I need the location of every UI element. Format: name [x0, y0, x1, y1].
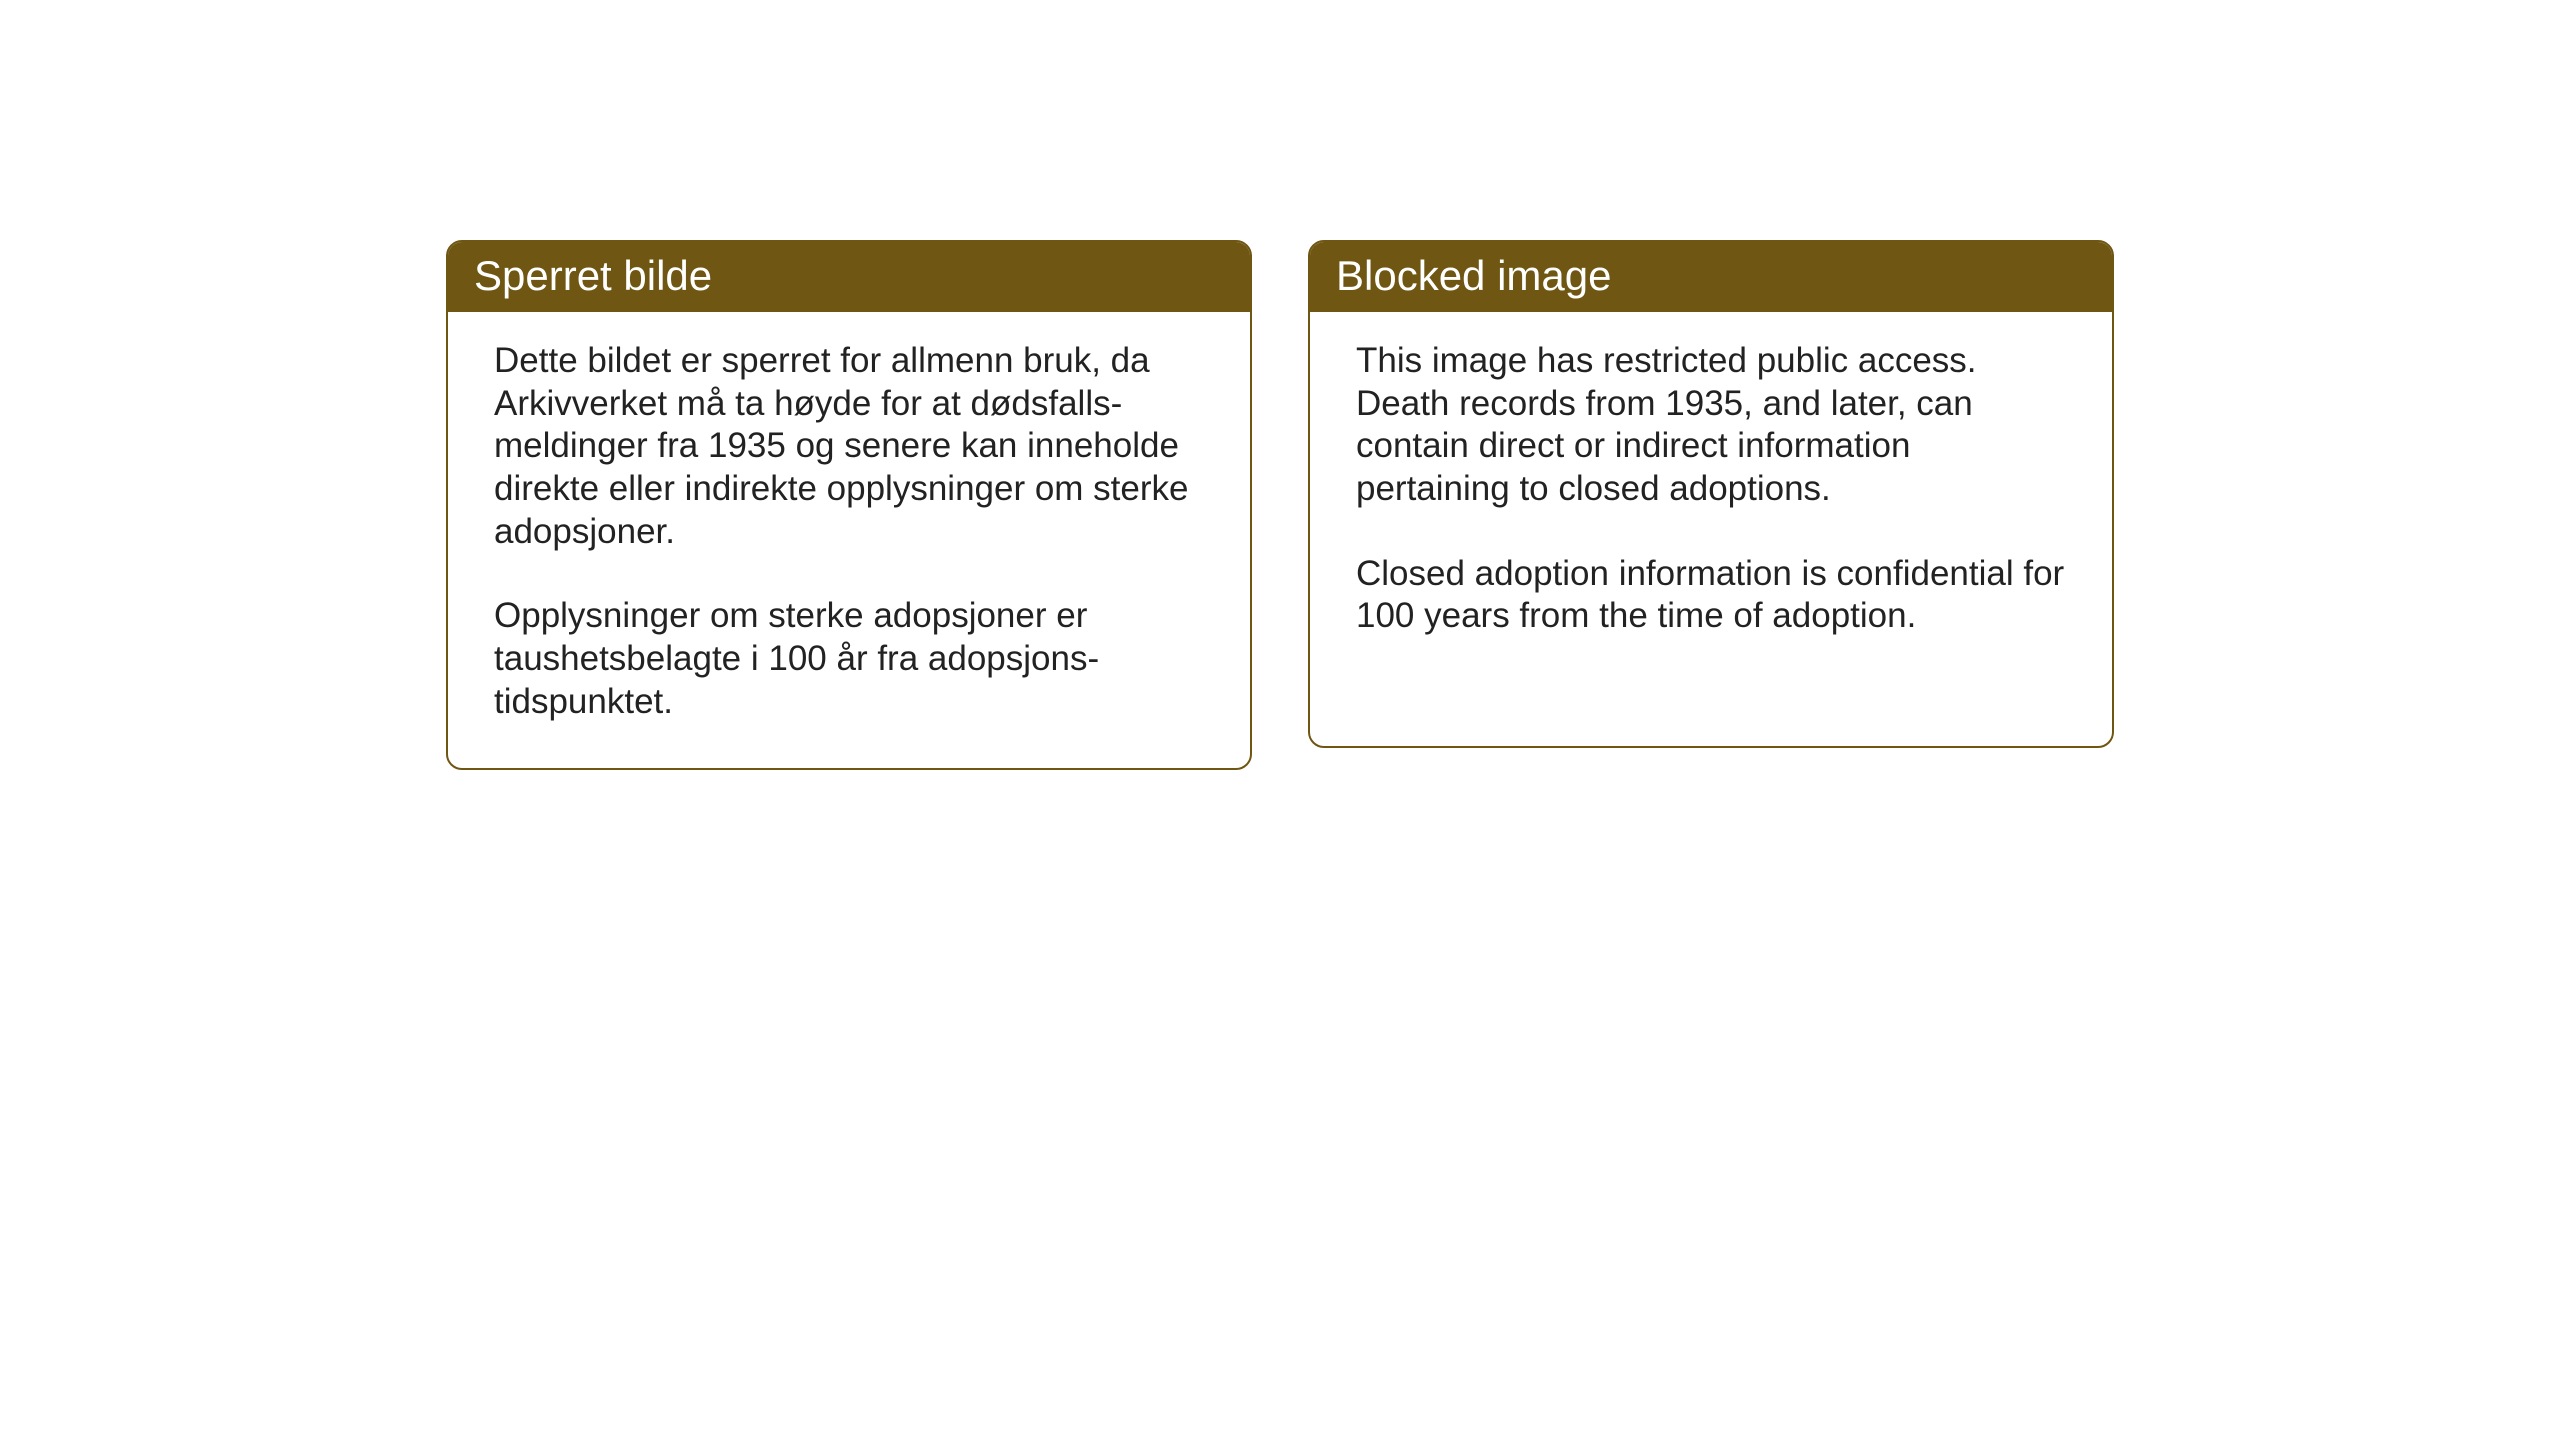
card-header-english: Blocked image: [1310, 242, 2112, 312]
card-body-norwegian: Dette bildet er sperret for allmenn bruk…: [448, 312, 1250, 768]
card-title-english: Blocked image: [1336, 252, 1611, 299]
notice-card-norwegian: Sperret bilde Dette bildet er sperret fo…: [446, 240, 1252, 770]
paragraph-english-1: This image has restricted public access.…: [1356, 340, 2066, 511]
paragraph-norwegian-1: Dette bildet er sperret for allmenn bruk…: [494, 340, 1204, 553]
paragraph-english-2: Closed adoption information is confident…: [1356, 553, 2066, 638]
paragraph-norwegian-2: Opplysninger om sterke adopsjoner er tau…: [494, 595, 1204, 723]
card-title-norwegian: Sperret bilde: [474, 252, 712, 299]
card-header-norwegian: Sperret bilde: [448, 242, 1250, 312]
notice-card-english: Blocked image This image has restricted …: [1308, 240, 2114, 748]
card-body-english: This image has restricted public access.…: [1310, 312, 2112, 746]
